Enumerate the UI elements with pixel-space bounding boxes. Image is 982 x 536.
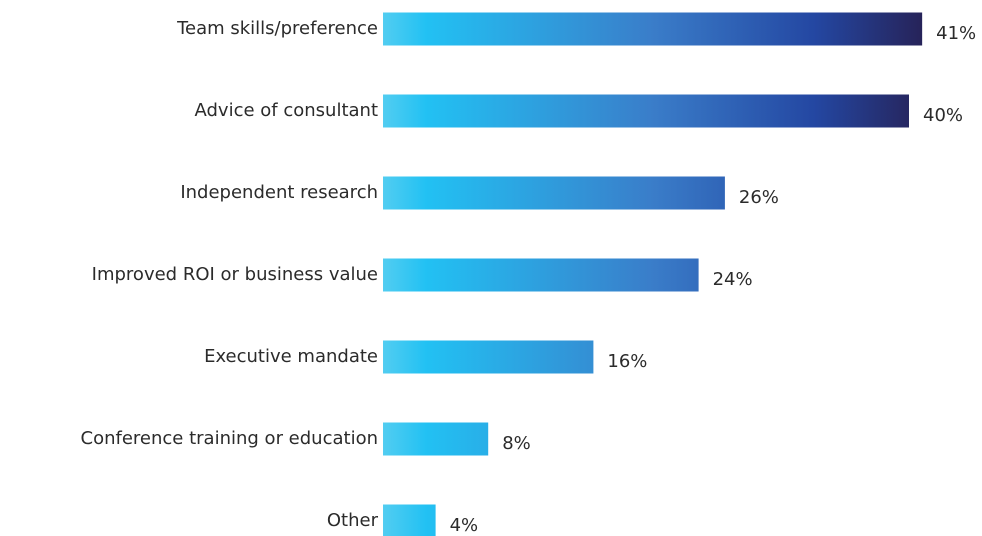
category-label: Other <box>327 510 379 531</box>
value-label: 41% <box>936 23 976 44</box>
value-label: 16% <box>607 351 647 372</box>
bar <box>383 340 594 374</box>
category-label: Improved ROI or business value <box>92 264 378 285</box>
value-label: 24% <box>713 269 753 290</box>
bar <box>383 258 699 292</box>
bar <box>383 12 923 46</box>
value-label: 8% <box>502 433 531 454</box>
category-label: Independent research <box>180 182 378 203</box>
value-label: 26% <box>739 187 779 208</box>
category-label: Conference training or education <box>81 428 378 449</box>
value-label: 40% <box>923 105 963 126</box>
bar <box>383 176 725 210</box>
category-label: Team skills/preference <box>176 18 378 39</box>
bar <box>383 422 489 456</box>
bar <box>383 94 909 128</box>
bar <box>383 504 436 536</box>
category-label: Executive mandate <box>204 346 378 367</box>
value-label: 4% <box>450 515 479 536</box>
category-label: Advice of consultant <box>195 100 379 121</box>
